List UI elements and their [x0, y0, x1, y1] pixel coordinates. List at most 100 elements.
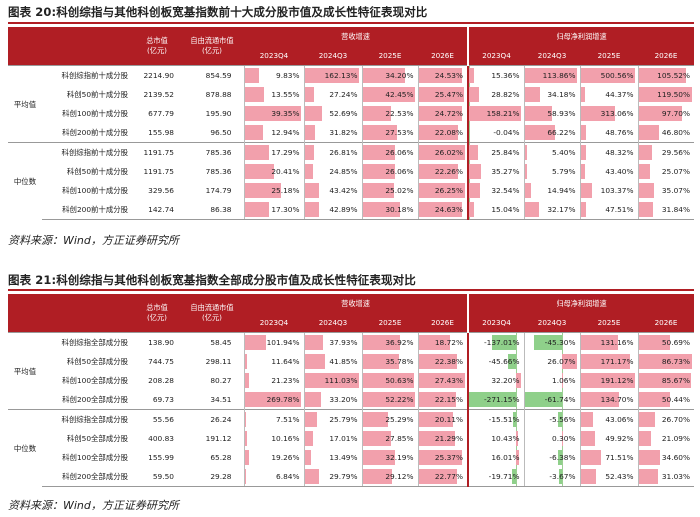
revenue-growth-cell: 24.72%: [417, 104, 469, 123]
net-profit-growth-cell: 44.37%: [579, 85, 639, 104]
revenue-growth-cell: 26.06%: [361, 142, 418, 162]
net-profit-growth-bar: [639, 183, 655, 198]
index-name: 科创100全部成分股: [62, 453, 128, 462]
table1-header-row-1: 总市值 (亿元) 自由流通市值 (亿元) 营收增速 归母净利润增速: [8, 27, 695, 66]
revenue-growth-value: 33.20%: [329, 395, 358, 404]
net-profit-growth-value: 25.07%: [661, 167, 691, 176]
net-profit-growth-cell: 0.30%: [523, 429, 581, 448]
revenue-growth-cell: 24.85%: [303, 162, 362, 181]
header-market-cap: 总市值 (亿元): [134, 27, 180, 66]
net-profit-growth-value: 119.50%: [657, 90, 691, 99]
revenue-growth-cell: 41.85%: [303, 352, 362, 371]
float-cap-value: 854.59: [180, 65, 244, 85]
revenue-growth-bar: [419, 354, 457, 369]
revenue-growth-value: 39.35%: [271, 109, 300, 118]
revenue-growth-value: 17.01%: [329, 434, 358, 443]
group-label: 中位数: [8, 142, 42, 220]
revenue-growth-bar: [305, 202, 319, 217]
net-profit-growth-cell: 21.09%: [637, 429, 695, 448]
header-period-rev: 2026E: [418, 313, 469, 333]
revenue-growth-bar: [419, 450, 462, 465]
revenue-growth-value: 22.26%: [434, 167, 464, 176]
net-profit-growth-value: 43.06%: [605, 415, 634, 424]
net-profit-growth-cell: 25.84%: [467, 142, 525, 162]
revenue-growth-bar: [245, 202, 270, 217]
net-profit-growth-cell: 49.92%: [579, 429, 639, 448]
net-profit-growth-value: 85.67%: [661, 376, 691, 385]
revenue-growth-value: 22.08%: [434, 128, 464, 137]
revenue-growth-cell: 35.78%: [361, 352, 418, 371]
net-profit-growth-value: 14.94%: [547, 186, 576, 195]
revenue-growth-value: 43.42%: [329, 186, 358, 195]
net-profit-growth-value: 26.70%: [661, 415, 691, 424]
net-profit-growth-cell: 26.07%: [523, 352, 581, 371]
revenue-growth-cell: 22.53%: [361, 104, 418, 123]
revenue-growth-bar: [305, 68, 360, 83]
revenue-growth-cell: 24.63%: [417, 200, 469, 220]
net-profit-growth-value: 49.92%: [605, 434, 634, 443]
net-profit-growth-cell: 134.70%: [579, 390, 639, 410]
float-cap-value: 34.51: [210, 395, 232, 404]
net-profit-growth-cell: 103.37%: [579, 181, 639, 200]
header-period-np: 2023Q4: [467, 46, 525, 66]
net-profit-growth-cell: 32.17%: [523, 200, 581, 220]
revenue-growth-cell: 17.30%: [243, 200, 304, 220]
net-profit-growth-cell: -5.56%: [523, 409, 581, 429]
revenue-growth-bar: [419, 164, 458, 179]
float-cap-value: 29.28: [180, 467, 244, 487]
revenue-growth-cell: 21.29%: [417, 429, 469, 448]
net-profit-growth-bar: [515, 450, 519, 465]
revenue-growth-bar: [419, 373, 466, 388]
revenue-growth-value: 42.89%: [329, 205, 358, 214]
net-profit-growth-bar: [507, 354, 516, 369]
revenue-growth-bar: [363, 354, 399, 369]
bar-axis: [561, 333, 563, 352]
revenue-growth-value: 22.15%: [434, 395, 464, 404]
net-profit-growth-bar: [525, 145, 528, 160]
revenue-growth-bar: [245, 145, 270, 160]
revenue-growth-cell: 50.63%: [361, 371, 418, 390]
revenue-growth-cell: 22.38%: [417, 352, 469, 371]
revenue-growth-cell: 24.53%: [417, 65, 469, 85]
market-cap-value: 329.56: [148, 186, 174, 195]
market-cap-value: 400.83: [148, 434, 174, 443]
table-row: 科创100前十成分股 677.79 195.90 39.35% 52.69% 22.53%…: [8, 104, 695, 123]
net-profit-growth-cell: 48.32%: [579, 142, 639, 162]
net-profit-growth-bar: [512, 469, 516, 484]
net-profit-growth-bar: [581, 450, 601, 465]
net-profit-growth-bar: [639, 431, 652, 446]
net-profit-growth-cell: -45.30%: [523, 332, 581, 352]
net-profit-growth-bar: [581, 125, 586, 140]
net-profit-growth-value: -15.51%: [488, 415, 520, 424]
revenue-growth-value: 26.81%: [329, 148, 358, 157]
revenue-growth-value: 37.93%: [329, 338, 358, 347]
header-period-np: 2024Q3: [524, 46, 581, 66]
revenue-growth-value: 27.53%: [385, 128, 414, 137]
net-profit-growth-cell: -3.67%: [523, 467, 581, 487]
revenue-growth-value: 17.30%: [271, 205, 300, 214]
net-profit-growth-cell: 85.67%: [637, 371, 695, 390]
market-cap-value: 69.73: [152, 395, 174, 404]
table1-title: 图表 20:科创综指与其他科创板宽基指数前十大成分股市值及成长性特征表现对比: [8, 5, 428, 19]
net-profit-growth-cell: -137.01%: [467, 332, 525, 352]
net-profit-growth-cell: 46.80%: [637, 123, 695, 143]
revenue-growth-value: 42.45%: [385, 90, 414, 99]
net-profit-growth-cell: 32.20%: [467, 371, 525, 390]
revenue-growth-bar: [305, 164, 313, 179]
net-profit-growth-bar: [581, 373, 636, 388]
net-profit-growth-bar: [470, 164, 481, 179]
revenue-growth-cell: 33.20%: [303, 390, 362, 410]
net-profit-growth-value: 35.27%: [491, 167, 520, 176]
index-name: 科创50前十成分股: [66, 90, 128, 99]
index-name: 科创200前十成分股: [42, 200, 134, 220]
header-period-np: 2026E: [638, 46, 695, 66]
table1-title-rule: [8, 22, 694, 24]
net-profit-growth-cell: 105.52%: [637, 65, 695, 85]
revenue-growth-cell: 39.35%: [243, 104, 304, 123]
net-profit-growth-bar: [515, 373, 522, 388]
revenue-growth-cell: 26.81%: [303, 142, 362, 162]
net-profit-growth-value: 50.44%: [661, 395, 691, 404]
revenue-growth-cell: 17.29%: [243, 142, 304, 162]
revenue-growth-cell: 27.24%: [303, 85, 362, 104]
table2-title-rule: [8, 289, 694, 291]
